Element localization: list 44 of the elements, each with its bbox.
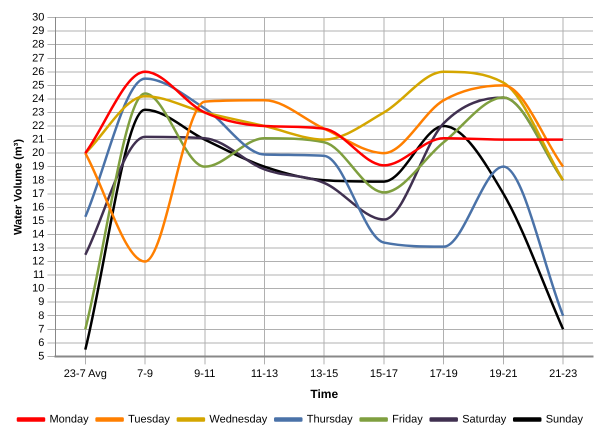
y-tick-label: 17 bbox=[32, 188, 44, 200]
y-tick-label: 18 bbox=[32, 174, 44, 186]
y-tick-label: 5 bbox=[38, 350, 44, 362]
y-tick-label: 15 bbox=[32, 214, 44, 227]
x-tick-label: 13-15 bbox=[310, 368, 338, 380]
y-tick-label: 7 bbox=[38, 323, 44, 336]
x-tick-label: 9-11 bbox=[194, 368, 216, 380]
y-tick-label: 9 bbox=[38, 296, 44, 308]
x-tick-label: 15-17 bbox=[370, 368, 398, 380]
y-tick-label: 27 bbox=[32, 52, 44, 64]
y-tick-label: 25 bbox=[32, 79, 44, 92]
y-tick-label: 19 bbox=[32, 160, 44, 173]
x-tick-label: 23-7 Avg bbox=[64, 368, 107, 380]
y-tick-label: 26 bbox=[32, 66, 44, 78]
y-tick-label: 14 bbox=[32, 228, 44, 240]
x-axis-title: Time bbox=[310, 387, 338, 402]
legend-label: Saturday bbox=[462, 414, 507, 426]
legend-label: Monday bbox=[49, 414, 90, 426]
x-tick-label: 11-13 bbox=[250, 368, 278, 380]
y-tick-label: 29 bbox=[32, 25, 44, 38]
legend-label: Thursday bbox=[306, 414, 354, 426]
y-axis-title: Water Volume (m³) bbox=[12, 138, 25, 235]
y-tick-label: 11 bbox=[33, 269, 44, 282]
x-tick-label: 17-19 bbox=[430, 368, 458, 380]
x-tick-label: 21-23 bbox=[549, 368, 578, 380]
y-tick-label: 20 bbox=[32, 147, 44, 160]
y-tick-label: 28 bbox=[32, 38, 44, 51]
y-tick-label: 12 bbox=[32, 256, 44, 268]
x-tick-label: 19-21 bbox=[489, 368, 518, 380]
y-tick-label: 10 bbox=[32, 282, 44, 295]
y-tick-label: 24 bbox=[32, 92, 44, 105]
legend-label: Wednesday bbox=[209, 414, 268, 426]
y-tick-label: 13 bbox=[32, 242, 44, 254]
legend-label: Tuesday bbox=[128, 414, 170, 426]
legend-label: Sunday bbox=[546, 414, 584, 426]
y-tick-label: 21 bbox=[32, 134, 44, 146]
y-tick-label: 23 bbox=[32, 106, 44, 118]
legend-label: Friday bbox=[392, 414, 424, 426]
y-tick-label: 22 bbox=[32, 120, 44, 132]
y-tick-label: 6 bbox=[38, 336, 44, 349]
y-tick-label: 16 bbox=[32, 201, 44, 214]
y-tick-label: 30 bbox=[32, 12, 44, 24]
y-tick-label: 8 bbox=[38, 310, 44, 322]
x-tick-label: 7-9 bbox=[137, 368, 153, 380]
